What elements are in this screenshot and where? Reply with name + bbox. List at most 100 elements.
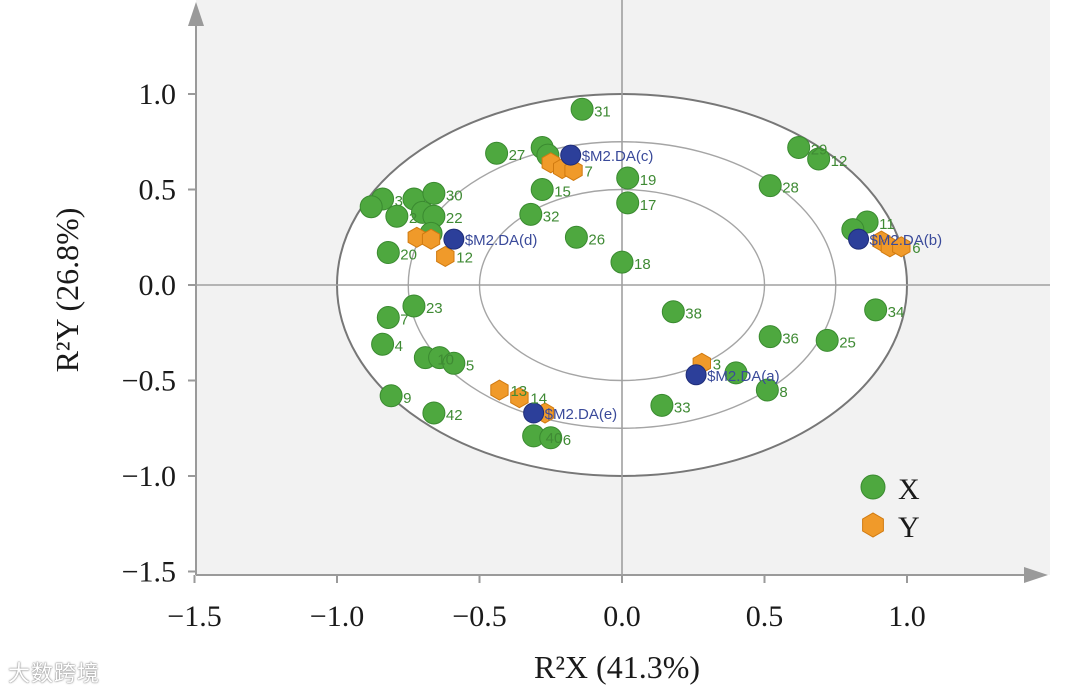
x-point	[376, 305, 400, 329]
legend-x-label: X	[898, 473, 920, 506]
legend: X Y	[860, 473, 920, 544]
x-tick-label: −0.5	[452, 600, 506, 633]
x-point-label: 30	[446, 187, 463, 204]
x-point	[864, 298, 888, 322]
x-point-label: 7	[400, 311, 408, 328]
x-point-label: 26	[588, 231, 605, 248]
x-point-label: 20	[400, 247, 417, 264]
x-point-label: 38	[685, 306, 702, 323]
x-point-label: 9	[403, 390, 411, 407]
x-point	[402, 294, 426, 318]
x-point	[815, 328, 839, 352]
group-point-label: $M2.DA(d)	[465, 232, 538, 249]
watermark: 大数跨境	[8, 662, 101, 687]
x-point	[376, 241, 400, 265]
x-point	[758, 174, 782, 198]
x-point	[485, 141, 509, 165]
x-point	[564, 225, 588, 249]
x-point	[539, 426, 563, 450]
x-point	[755, 378, 779, 402]
x-axis-arrow	[1024, 567, 1048, 583]
x-point-label: 34	[888, 304, 905, 321]
y-tick-label: 0.5	[139, 174, 177, 207]
x-axis-title: R²X (41.3%)	[534, 649, 700, 685]
x-point-label: 28	[782, 180, 799, 197]
group-point-label: $M2.DA(c)	[582, 148, 654, 165]
x-point-label: 42	[446, 407, 463, 424]
x-point-label: 11	[879, 216, 895, 233]
x-point-label: 15	[554, 184, 571, 201]
legend-x-marker	[860, 474, 886, 500]
axes	[188, 0, 1050, 583]
y-point-label: 6	[912, 240, 920, 257]
x-point-label: 10	[437, 352, 454, 369]
legend-y-label: Y	[898, 511, 920, 544]
y-point-label: 14	[530, 391, 547, 408]
x-point-label: 8	[779, 384, 787, 401]
y-point-label: 13	[510, 383, 527, 400]
x-point	[371, 332, 395, 356]
x-point	[442, 351, 466, 375]
y-axis-arrow	[188, 2, 204, 26]
x-point	[724, 361, 748, 385]
x-tick-label: 0.5	[746, 600, 784, 633]
x-point	[422, 181, 446, 205]
group-point-label: $M2.DA(a)	[707, 368, 780, 385]
x-point-label: 27	[509, 147, 526, 164]
x-point-label: 17	[640, 197, 657, 214]
y-point	[490, 379, 509, 401]
x-point	[758, 325, 782, 349]
x-tick-label: 1.0	[888, 600, 926, 633]
x-point	[616, 191, 640, 215]
x-point-label: 12	[831, 153, 848, 170]
x-point	[661, 300, 685, 324]
x-point-label: 4	[395, 338, 403, 355]
legend-y-marker	[862, 512, 884, 538]
x-point	[530, 178, 554, 201]
x-point-label: 2	[409, 210, 417, 227]
x-point	[519, 202, 543, 226]
x-point-label: 31	[594, 103, 611, 120]
x-point-label: 29	[811, 141, 828, 158]
x-point	[650, 393, 674, 417]
tick-labels: −1.5 −1.0 −0.5 0.0 0.5 1.0 1.0 0.5 0.0 −0.5 −1.0 −1…	[122, 78, 926, 633]
x-point-label: 33	[674, 399, 691, 416]
x-point	[422, 401, 446, 425]
x-point-label: 36	[782, 331, 799, 348]
x-tick-label: −1.0	[310, 600, 364, 633]
group-point	[685, 364, 707, 386]
y-tick-label: −0.5	[122, 365, 176, 398]
group-point-label: $M2.DA(e)	[545, 406, 618, 423]
x-point	[379, 384, 403, 408]
y-point-label: 12	[456, 249, 473, 266]
x-point	[787, 135, 811, 159]
y-point	[892, 236, 911, 258]
x-point-label: 3	[395, 193, 403, 210]
x-point	[807, 147, 831, 171]
x-point-label: 25	[839, 334, 856, 351]
x-point-label: 6	[563, 432, 571, 449]
data-points	[359, 97, 911, 450]
y-point-label: 3	[713, 356, 721, 373]
y-axis-title: R²Y (26.8%)	[49, 208, 85, 373]
x-point	[610, 250, 634, 274]
x-point-label: 40	[546, 430, 563, 447]
x-point	[570, 97, 594, 121]
y-point	[436, 245, 455, 267]
y-point-label: 7	[585, 163, 593, 180]
group-point	[560, 144, 582, 166]
y-tick-label: 1.0	[139, 78, 177, 111]
x-point-label: 19	[640, 172, 657, 189]
group-point	[848, 228, 870, 250]
x-tick-label: −1.5	[167, 600, 221, 633]
group-point	[523, 402, 545, 424]
y-tick-label: 0.0	[139, 269, 177, 302]
y-tick-label: −1.0	[122, 460, 176, 493]
group-point-label: $M2.DA(b)	[870, 232, 943, 249]
x-point-label: 5	[466, 357, 474, 374]
x-point-label: 22	[446, 210, 463, 227]
x-point	[359, 195, 383, 219]
x-point-label: 23	[426, 300, 443, 317]
